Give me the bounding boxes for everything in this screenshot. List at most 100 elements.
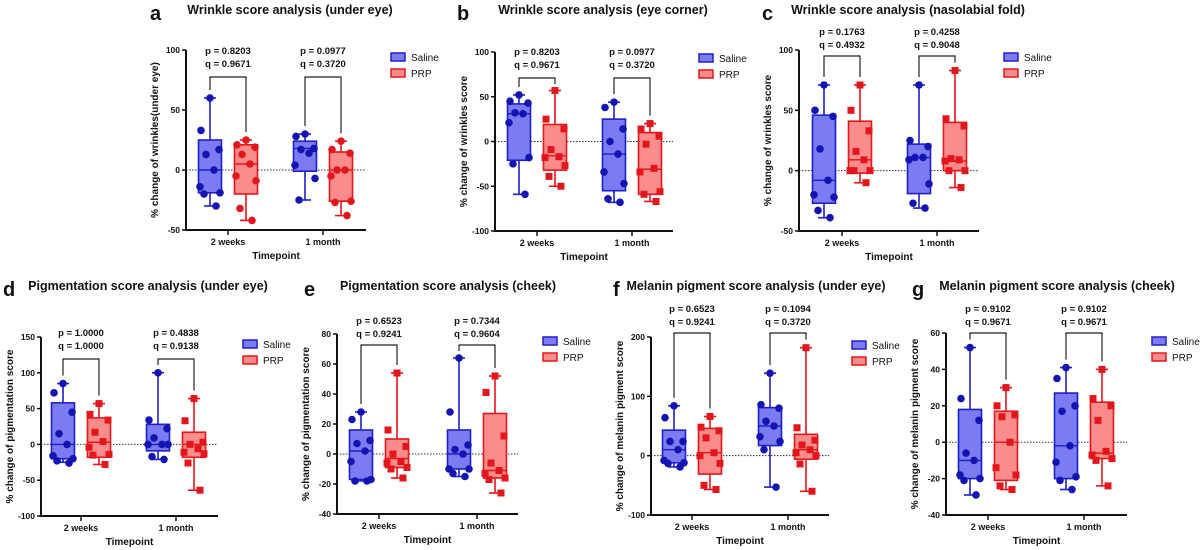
panel-title: Melanin pigment score analysis (cheek) bbox=[939, 279, 1175, 293]
legend-label-saline: Saline bbox=[872, 341, 900, 352]
y-tick-label: -50 bbox=[781, 226, 794, 236]
data-point bbox=[291, 161, 299, 169]
data-point bbox=[515, 91, 523, 99]
x-tick-label: 2 weeks bbox=[211, 237, 246, 247]
q-value-label: q = 0.3720 bbox=[300, 59, 346, 70]
data-point bbox=[1094, 416, 1102, 424]
q-value-label: q = 0.9048 bbox=[914, 40, 960, 51]
data-point bbox=[366, 436, 374, 445]
iqr-box bbox=[811, 114, 837, 205]
data-point bbox=[206, 94, 214, 102]
legend-label-prp: PRP bbox=[263, 356, 284, 367]
y-tick-label: -50 bbox=[477, 181, 490, 191]
data-point bbox=[465, 465, 473, 473]
data-point bbox=[676, 463, 684, 471]
data-point bbox=[960, 122, 968, 130]
data-point bbox=[679, 437, 687, 446]
data-point bbox=[541, 154, 549, 162]
data-point bbox=[242, 136, 250, 144]
data-point bbox=[190, 395, 198, 403]
data-point bbox=[921, 204, 929, 212]
legend-swatch-prp bbox=[851, 356, 867, 366]
data-point bbox=[545, 172, 553, 180]
data-point bbox=[301, 130, 309, 138]
y-tick-label: 20 bbox=[322, 419, 332, 429]
data-point bbox=[820, 81, 828, 89]
significance-bracket bbox=[360, 344, 398, 404]
data-point bbox=[181, 417, 189, 425]
y-tick-label: 50 bbox=[480, 92, 490, 102]
data-point bbox=[150, 434, 158, 442]
x-tick-label: 1 month bbox=[920, 238, 955, 248]
data-point bbox=[186, 440, 194, 448]
data-point bbox=[464, 441, 472, 449]
y-tick-label: 100 bbox=[475, 47, 489, 57]
y-tick-label: -100 bbox=[628, 510, 645, 520]
data-point bbox=[519, 109, 527, 118]
data-point bbox=[351, 477, 359, 485]
data-point bbox=[363, 477, 371, 485]
legend-swatch-prp bbox=[698, 69, 714, 79]
panel-title: Wrinkle score analysis (under eye) bbox=[187, 3, 392, 17]
y-axis-title: % change of melanin pigment score bbox=[910, 338, 921, 509]
data-point bbox=[909, 199, 917, 208]
q-value-label: q = 0.4932 bbox=[819, 40, 865, 51]
box-group-saline bbox=[905, 81, 933, 212]
data-point bbox=[164, 440, 172, 449]
x-axis-title: Timepoint bbox=[560, 252, 608, 263]
y-tick-label: -50 bbox=[168, 225, 181, 235]
box-group-saline bbox=[1052, 363, 1080, 494]
data-point bbox=[506, 97, 514, 106]
data-point bbox=[770, 422, 778, 430]
iqr-box bbox=[506, 103, 532, 162]
data-point bbox=[998, 413, 1006, 421]
data-point bbox=[656, 188, 664, 196]
significance-bracket bbox=[209, 76, 247, 132]
legend-swatch-prp bbox=[1003, 68, 1019, 78]
data-point bbox=[501, 474, 509, 482]
data-point bbox=[762, 417, 770, 426]
x-tick-label: 2 weeks bbox=[520, 238, 555, 248]
data-point bbox=[505, 118, 513, 127]
data-point bbox=[604, 194, 612, 203]
iqr-box bbox=[1089, 401, 1115, 460]
y-tick-label: 200 bbox=[631, 332, 645, 342]
box-group-prp bbox=[696, 413, 724, 493]
significance-bracket bbox=[157, 358, 195, 391]
data-point bbox=[525, 153, 533, 162]
p-value-label: p = 0.0977 bbox=[609, 47, 655, 58]
data-point bbox=[68, 408, 76, 416]
data-point bbox=[246, 160, 254, 168]
data-point bbox=[310, 144, 318, 153]
data-point bbox=[361, 447, 369, 455]
data-point bbox=[194, 445, 202, 453]
data-point bbox=[383, 459, 391, 467]
data-point bbox=[1092, 456, 1100, 464]
data-point bbox=[455, 354, 463, 362]
p-value-label: p = 0.0977 bbox=[300, 46, 346, 57]
data-point bbox=[95, 400, 103, 408]
data-point bbox=[292, 132, 300, 141]
data-point bbox=[487, 459, 495, 467]
data-point bbox=[856, 81, 864, 89]
p-value-label: p = 0.1763 bbox=[819, 27, 865, 38]
y-axis-title: % change of pigmentation score bbox=[301, 347, 312, 501]
data-point bbox=[1008, 486, 1016, 494]
q-value-label: q = 0.9138 bbox=[153, 341, 199, 352]
x-tick-label: 1 month bbox=[159, 523, 194, 533]
data-point bbox=[85, 443, 93, 451]
data-point bbox=[305, 149, 313, 157]
significance-bracket bbox=[1065, 332, 1103, 362]
q-value-label: q = 1.0000 bbox=[58, 341, 104, 352]
significance-bracket bbox=[769, 332, 807, 366]
y-tick-label: -40 bbox=[928, 510, 941, 520]
data-point bbox=[233, 141, 241, 149]
data-point bbox=[555, 153, 563, 161]
y-tick-label: -20 bbox=[928, 474, 941, 484]
q-value-label: q = 0.3720 bbox=[765, 317, 811, 328]
data-point bbox=[636, 168, 644, 176]
data-point bbox=[491, 372, 499, 380]
data-point bbox=[776, 437, 784, 446]
panel-letter: c bbox=[762, 3, 773, 25]
